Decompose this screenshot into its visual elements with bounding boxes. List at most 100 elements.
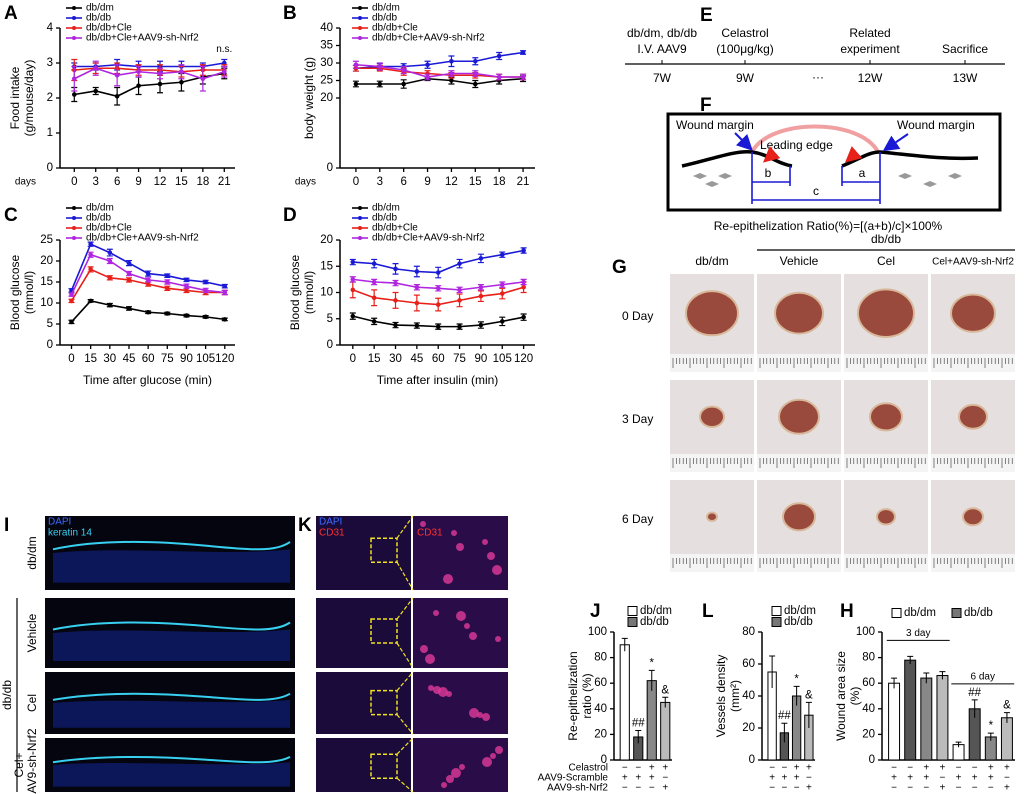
data-point — [88, 241, 93, 247]
x-tick-label: 105 — [493, 353, 512, 365]
legend-label: db/dm — [86, 3, 114, 14]
condition-sign: − — [891, 783, 897, 794]
y-tick-label: 60 — [862, 677, 875, 689]
tissue-mark — [718, 173, 732, 179]
wound — [876, 508, 896, 526]
vessel — [495, 746, 503, 754]
y-axis-label: Blood glucose — [288, 254, 302, 330]
legend-dot — [72, 16, 76, 20]
group-label: 3 day — [906, 628, 930, 639]
condition-sign: + — [923, 773, 929, 784]
error-bar — [987, 732, 994, 741]
y-tick-label: 10 — [40, 297, 53, 309]
group-header: db/db — [871, 232, 901, 246]
tissue-layer — [52, 755, 291, 764]
panel-label: B — [283, 3, 297, 24]
vessel — [443, 574, 453, 584]
vessel — [482, 757, 492, 767]
zoom-box — [370, 753, 398, 779]
data-point — [88, 298, 93, 304]
x-tick-label: 21 — [218, 176, 231, 188]
data-point — [478, 322, 484, 328]
data-point — [457, 287, 462, 293]
vessel — [459, 764, 465, 770]
series-line — [74, 67, 225, 73]
x-tick-label: 120 — [215, 353, 234, 365]
vessel — [420, 521, 426, 527]
stain-label: CD31 — [319, 528, 345, 539]
condition-sign: + — [988, 763, 994, 774]
condition-sign: − — [781, 763, 787, 774]
vessel — [420, 645, 428, 653]
timeline-ellipsis: ··· — [812, 70, 824, 84]
x-tick-label: 15 — [84, 353, 97, 365]
y-tick-label: 100 — [588, 626, 607, 638]
y-tick-label: 20 — [320, 92, 333, 104]
data-point — [496, 74, 502, 80]
group-label: 6 day — [971, 671, 995, 682]
wound — [857, 288, 915, 339]
data-point — [496, 53, 502, 59]
condition-sign: + — [1004, 783, 1010, 794]
arrow — [734, 132, 753, 151]
data-point — [457, 324, 462, 329]
tissue-mark — [898, 173, 912, 179]
data-point — [449, 71, 454, 76]
data-point — [145, 309, 151, 315]
data-point — [499, 291, 505, 296]
wound — [774, 291, 824, 335]
data-point — [222, 290, 228, 295]
data-point — [478, 293, 484, 299]
data-point — [414, 323, 420, 328]
data-point — [414, 284, 420, 290]
zoom-box — [370, 689, 398, 716]
panel-label: G — [612, 257, 627, 278]
data-point — [114, 72, 120, 78]
row-label: Cel+ — [12, 752, 26, 777]
data-point — [435, 324, 441, 329]
data-point — [200, 76, 206, 82]
condition-sign: + — [940, 763, 946, 774]
legend-dot — [358, 236, 362, 240]
series-line — [355, 77, 524, 85]
x-tick-label: 9 — [424, 176, 430, 188]
x-tick-label: 18 — [493, 176, 506, 188]
data-point — [521, 314, 526, 320]
data-point — [126, 271, 132, 276]
row-label: 0 Day — [622, 309, 653, 323]
data-point — [521, 248, 526, 253]
ruler — [757, 454, 841, 472]
significance-mark: * — [794, 673, 799, 685]
legend-label: db/db+Cle+AAV9-sh-Nrf2 — [372, 33, 485, 44]
data-point — [521, 284, 526, 290]
x-tick-label: 15 — [469, 176, 482, 188]
row-label: 3 Day — [622, 412, 653, 426]
condition-sign: + — [794, 763, 800, 774]
y-tick-label: 4 — [47, 22, 54, 34]
vessel — [487, 552, 495, 560]
y-axis-label: ratio (%) — [580, 673, 594, 718]
vessel — [446, 775, 454, 783]
data-point — [371, 319, 377, 324]
dermis — [53, 699, 290, 728]
condition-sign: − — [635, 783, 641, 794]
zoom-guide — [396, 777, 414, 793]
margin-label-left: Wound margin — [676, 118, 754, 132]
arrow — [762, 146, 781, 163]
data-point — [126, 306, 132, 311]
condition-sign: − — [940, 773, 946, 784]
panel-label: H — [840, 601, 854, 622]
significance-mark: ## — [778, 710, 791, 722]
y-tick-label: 60 — [742, 658, 755, 670]
wound — [962, 507, 984, 527]
dermis — [53, 549, 290, 583]
legend-label: db/db — [784, 616, 813, 628]
condition-sign: − — [806, 773, 812, 784]
condition-sign: − — [891, 763, 897, 774]
significance-mark: ## — [632, 718, 645, 730]
y-tick-label: 100 — [856, 626, 875, 638]
row-label: db/dm — [25, 536, 39, 569]
x-axis-label: Time after insulin (min) — [377, 373, 499, 387]
data-point — [478, 256, 484, 261]
